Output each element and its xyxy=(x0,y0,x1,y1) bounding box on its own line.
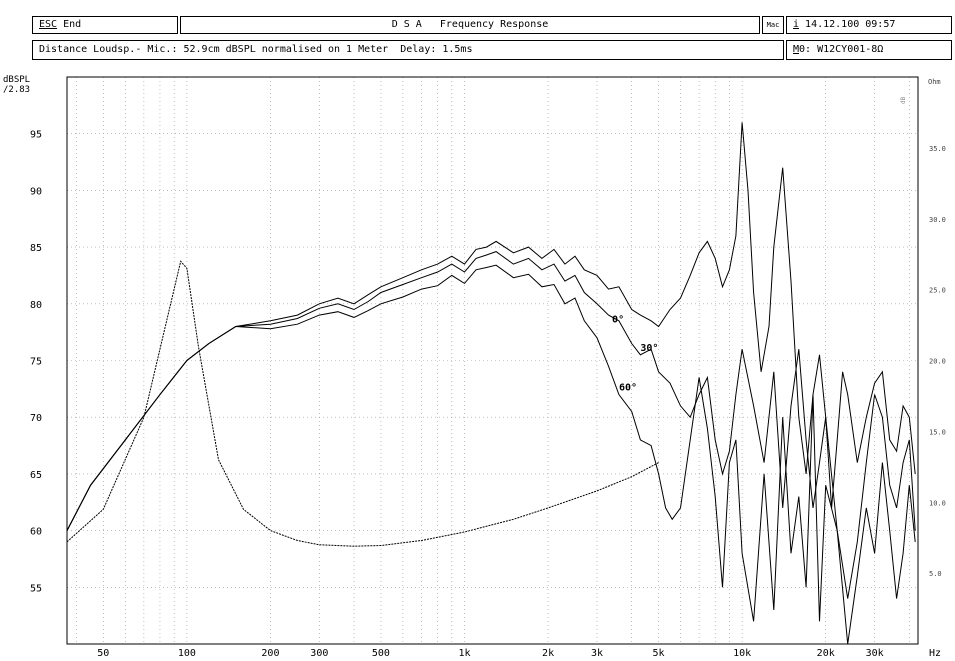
x-tick-label: 10k xyxy=(733,648,751,659)
series-labels: 0° 30° 60° xyxy=(612,314,658,393)
y-tick-label: 90 xyxy=(30,186,42,197)
end-label: End xyxy=(57,19,82,30)
series-line-0 xyxy=(66,122,916,531)
plot-frame xyxy=(66,76,919,645)
title-text: D S A Frequency Response xyxy=(391,19,549,30)
y2-tick-label: 10.0 xyxy=(929,499,946,507)
chart-grid xyxy=(67,77,918,644)
x-tick-label: 2k xyxy=(542,648,554,659)
esc-key-label: ESC xyxy=(39,19,58,30)
mac-button[interactable]: Mac xyxy=(762,16,784,34)
x-tick-label: 3k xyxy=(591,648,603,659)
y2-unit-label: Ohm xyxy=(928,78,941,86)
y2-tick-label: 5.0 xyxy=(929,570,942,578)
series-label: 60° xyxy=(619,383,637,394)
y-tick-label: 70 xyxy=(30,413,42,424)
x-unit-label: Hz xyxy=(929,648,941,659)
x-tick-label: 20k xyxy=(817,648,835,659)
x-tick-label: 5k xyxy=(653,648,665,659)
x-tick-label: 300 xyxy=(310,648,328,659)
x-tick-label: 50 xyxy=(97,648,109,659)
series-line-2 xyxy=(66,264,916,645)
y-tick-label: 60 xyxy=(30,527,42,538)
y-axis-ticks: 55 60 65 70 75 80 85 90 95 xyxy=(30,130,42,595)
esc-end-button[interactable]: ESC End xyxy=(32,16,178,34)
y-tick-label: 95 xyxy=(30,130,42,141)
info-key-label: i xyxy=(793,19,800,30)
measurement-info-bar: Distance Loudsp.- Mic.: 52.9cm dBSPL nor… xyxy=(32,40,784,60)
chart-series xyxy=(66,122,916,645)
scale-marker: dB xyxy=(900,96,907,104)
series-label: 30° xyxy=(640,343,658,354)
x-tick-label: 30k xyxy=(866,648,884,659)
series-label: 0° xyxy=(612,314,624,325)
y2-tick-label: 25.0 xyxy=(929,287,946,295)
window-title: D S A Frequency Response xyxy=(180,16,760,34)
y-tick-label: 80 xyxy=(30,300,42,311)
y-unit-label-line1: dBSPL xyxy=(3,75,30,85)
x-axis-ticks: 50 100 200 300 500 1k 2k 3k 5k 10k 20k 30k xyxy=(97,648,883,659)
series-line-3 xyxy=(66,260,659,547)
y2-tick-label: 15.0 xyxy=(929,428,946,436)
x-tick-label: 1k xyxy=(458,648,470,659)
mac-label: Mac xyxy=(766,20,780,29)
y-tick-label: 55 xyxy=(30,583,42,594)
y2-tick-label: 30.0 xyxy=(929,216,946,224)
model-button[interactable]: M 0: W12CY001-8Ω xyxy=(786,40,952,60)
datetime-label: 14.12.100 09:57 xyxy=(799,19,896,30)
info-button[interactable]: i 14.12.100 09:57 xyxy=(786,16,952,34)
model-label: 0: W12CY001-8Ω xyxy=(799,44,884,55)
x-tick-label: 100 xyxy=(178,648,196,659)
y2-tick-label: 35.0 xyxy=(929,145,946,153)
model-key-label: M xyxy=(793,44,800,55)
y2-tick-label: 20.0 xyxy=(929,358,946,366)
y2-axis-ticks: 5.0 10.0 15.0 20.0 25.0 30.0 35.0 xyxy=(929,145,946,578)
y-tick-label: 65 xyxy=(30,470,42,481)
y-tick-label: 75 xyxy=(30,357,42,368)
series-line-1 xyxy=(66,251,916,599)
y-tick-label: 85 xyxy=(30,243,42,254)
x-tick-label: 500 xyxy=(372,648,390,659)
x-tick-label: 200 xyxy=(261,648,279,659)
measurement-info-text: Distance Loudsp.- Mic.: 52.9cm dBSPL nor… xyxy=(39,44,473,55)
y-unit-label-line2: /2.83 xyxy=(3,85,30,95)
